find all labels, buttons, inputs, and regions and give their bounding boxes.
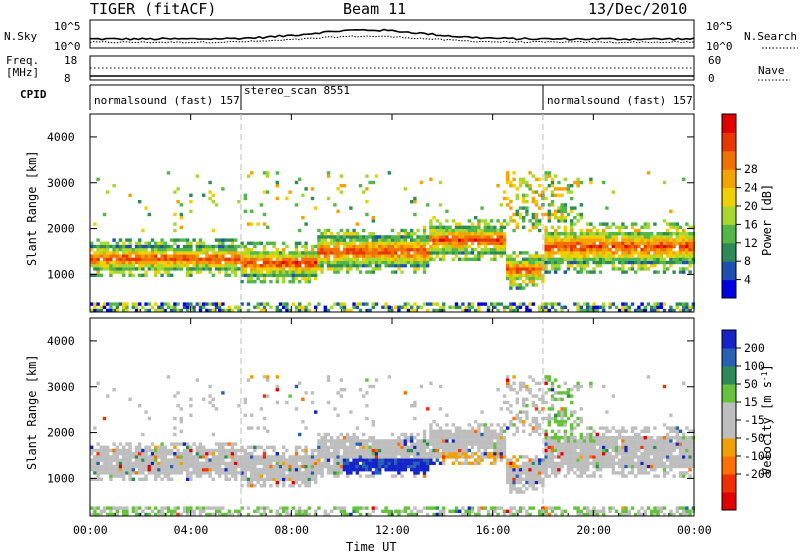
freq-tick-bottom: 8 [64, 72, 71, 85]
date-label: 13/Dec/2010 [588, 0, 687, 18]
cpid-label: CPID [20, 88, 47, 101]
nsky-tick-bottom: 10^0 [54, 40, 81, 53]
colorbar-tick-label: 15 [744, 395, 758, 409]
nsearch-tick-bottom: 10^0 [706, 40, 733, 53]
colorbar-tick-label: 200 [744, 341, 765, 355]
cpid-segment-label: normalsound (fast) 157 [94, 94, 240, 107]
velocity-colorbar: 200 100 50 15 -15 -50 -100 -200 [721, 329, 772, 511]
power-colorbar-label: Power [dB] [760, 184, 774, 256]
freq-label-2: [MHz] [6, 66, 39, 79]
power-data [90, 171, 695, 313]
nave-tick-top: 60 [708, 54, 721, 67]
cpid-segment-label: normalsound (fast) 157 [547, 94, 693, 107]
y-tick-label: 4000 [47, 130, 75, 144]
colorbar-tick-label: 12 [744, 236, 758, 250]
beam-label: Beam 11 [343, 0, 406, 18]
cpid-strip: CPID normalsound (fast) 157 stereo_scan 8… [20, 84, 695, 110]
noise-strip: N.Sky 10^5 10^0 N.Search 10^5 10^0 [4, 19, 798, 53]
power-panel [89, 113, 695, 313]
colorbar-tick-label: -100 [744, 449, 772, 463]
cpid-segment-label: stereo_scan 8551 [244, 84, 350, 97]
colorbar-tick-label: 50 [744, 377, 758, 391]
x-tick-label: 08:00 [274, 523, 309, 537]
x-tick-label: 20:00 [576, 523, 611, 537]
colorbar-tick-label: 24 [744, 181, 758, 195]
y-tick-label: 4000 [47, 334, 75, 348]
colorbar-tick-label: 8 [744, 254, 751, 268]
x-tick-label: 16:00 [476, 523, 511, 537]
colorbar-tick-label: -15 [744, 413, 765, 427]
colorbar-tick-label: 4 [744, 273, 751, 287]
power-colorbar: 4 8 12 16 20 24 28 [721, 113, 758, 299]
y-tick-label: 3000 [47, 176, 75, 190]
velocity-data [90, 375, 695, 517]
radar-title: TIGER (fitACF) [90, 0, 216, 18]
freq-tick-top: 18 [64, 54, 77, 67]
x-tick-label: 00:00 [677, 523, 712, 537]
freq-strip: Freq. [MHz] 18 8 60 0 Nave [6, 54, 790, 85]
y-tick-label: 1000 [47, 267, 75, 281]
nsky-tick-top: 10^5 [54, 20, 81, 33]
nave-label: Nave [758, 64, 785, 77]
y-tick-label: 1000 [47, 471, 75, 485]
x-tick-label: 12:00 [375, 523, 410, 537]
colorbar-tick-label: 100 [744, 359, 765, 373]
x-tick-label: 04:00 [174, 523, 209, 537]
colorbar-tick-label: -50 [744, 431, 765, 445]
x-axis-label: Time UT [346, 540, 397, 554]
nsky-label: N.Sky [4, 30, 37, 43]
colorbar-tick-label: 28 [744, 162, 758, 176]
nave-tick-bottom: 0 [708, 72, 715, 85]
velocity-colorbar-label: Velocity [m s-1] [760, 364, 774, 475]
nsearch-label: N.Search [744, 30, 797, 43]
velocity-panel [89, 317, 695, 517]
colorbar-tick-label: 16 [744, 217, 758, 231]
colorbar-tick-label: -200 [744, 467, 772, 481]
velocity-y-label: Slant Range [km] [25, 354, 39, 470]
x-tick-label: 00:00 [73, 523, 108, 537]
y-tick-label: 2000 [47, 222, 75, 236]
freq-label-1: Freq. [6, 54, 39, 67]
colorbar-tick-label: 20 [744, 199, 758, 213]
nsearch-tick-top: 10^5 [706, 20, 733, 33]
y-tick-label: 3000 [47, 380, 75, 394]
y-tick-label: 2000 [47, 426, 75, 440]
power-y-label: Slant Range [km] [25, 150, 39, 266]
